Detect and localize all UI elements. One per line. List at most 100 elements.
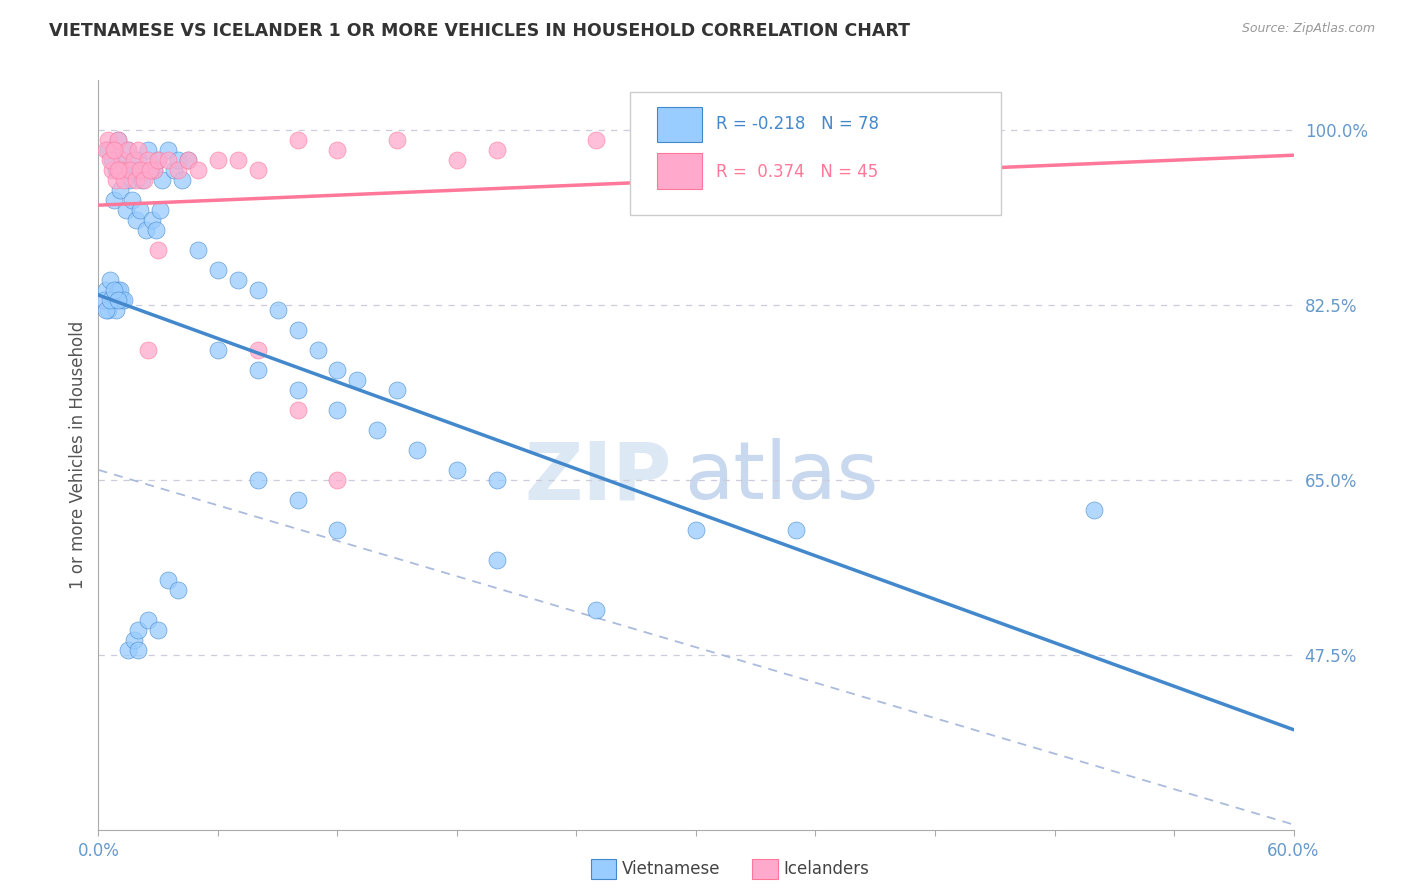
Point xyxy=(287,323,309,337)
Point xyxy=(127,642,149,657)
Point xyxy=(135,223,157,237)
Point xyxy=(246,473,269,487)
Point xyxy=(107,163,129,178)
Point xyxy=(785,133,807,147)
Point xyxy=(150,173,173,187)
Point xyxy=(124,632,146,647)
Point xyxy=(103,193,125,207)
Point xyxy=(136,613,159,627)
Point xyxy=(446,153,468,168)
Point xyxy=(167,582,190,597)
Point xyxy=(117,143,139,157)
Point xyxy=(136,143,159,157)
Point xyxy=(141,213,163,227)
Point xyxy=(485,473,508,487)
Point xyxy=(124,153,146,168)
Point xyxy=(96,143,118,157)
Point xyxy=(105,163,128,178)
Point xyxy=(207,153,229,168)
Point xyxy=(103,283,125,297)
Point xyxy=(121,193,143,207)
Point xyxy=(101,293,124,307)
Point xyxy=(267,303,290,318)
Point xyxy=(207,343,229,357)
Point xyxy=(187,163,209,178)
Point xyxy=(326,363,349,377)
Text: ZIP: ZIP xyxy=(524,438,672,516)
Text: atlas: atlas xyxy=(685,438,879,516)
Point xyxy=(157,573,180,587)
Point xyxy=(366,423,388,437)
Point xyxy=(127,153,149,168)
Point xyxy=(112,173,135,187)
Point xyxy=(485,143,508,157)
FancyBboxPatch shape xyxy=(630,92,1001,215)
Point xyxy=(226,273,249,287)
Point xyxy=(103,143,125,157)
Text: R =  0.374   N = 45: R = 0.374 N = 45 xyxy=(716,162,879,181)
Point xyxy=(385,133,409,147)
Point xyxy=(110,183,132,197)
Point xyxy=(117,143,139,157)
Y-axis label: 1 or more Vehicles in Household: 1 or more Vehicles in Household xyxy=(69,321,87,589)
Point xyxy=(98,293,122,307)
Point xyxy=(326,143,349,157)
Point xyxy=(685,523,707,537)
Text: R = -0.218   N = 78: R = -0.218 N = 78 xyxy=(716,115,879,133)
Point xyxy=(131,173,153,187)
Point xyxy=(101,163,124,178)
Point xyxy=(120,173,142,187)
Point xyxy=(125,213,148,227)
Point xyxy=(287,133,309,147)
Point xyxy=(246,363,269,377)
Point xyxy=(163,163,186,178)
Point xyxy=(148,153,170,168)
Text: Source: ZipAtlas.com: Source: ZipAtlas.com xyxy=(1241,22,1375,36)
Point xyxy=(167,153,190,168)
Point xyxy=(97,143,120,157)
Point xyxy=(685,143,707,157)
Point xyxy=(131,163,153,178)
Point xyxy=(97,303,120,318)
Point xyxy=(207,263,229,277)
Point xyxy=(96,283,118,297)
Point xyxy=(326,473,349,487)
Point xyxy=(585,133,607,147)
Point xyxy=(585,603,607,617)
Text: Vietnamese: Vietnamese xyxy=(621,860,720,878)
Point xyxy=(107,133,129,147)
Point xyxy=(136,343,159,357)
Point xyxy=(884,143,907,157)
Point xyxy=(112,293,135,307)
Point xyxy=(287,492,309,507)
Point xyxy=(112,163,135,178)
Point xyxy=(326,523,349,537)
Text: Icelanders: Icelanders xyxy=(783,860,869,878)
Point xyxy=(246,343,269,357)
Point xyxy=(1083,503,1105,517)
Point xyxy=(139,163,162,178)
Point xyxy=(246,283,269,297)
Point xyxy=(129,163,152,178)
Point xyxy=(785,523,807,537)
Point xyxy=(148,153,170,168)
Point xyxy=(485,553,508,567)
Point xyxy=(110,283,132,297)
Text: VIETNAMESE VS ICELANDER 1 OR MORE VEHICLES IN HOUSEHOLD CORRELATION CHART: VIETNAMESE VS ICELANDER 1 OR MORE VEHICL… xyxy=(49,22,910,40)
Point xyxy=(124,163,146,178)
Point xyxy=(287,383,309,397)
Point xyxy=(125,173,148,187)
Point xyxy=(143,163,166,178)
Point xyxy=(246,163,269,178)
Point xyxy=(177,153,200,168)
Point xyxy=(117,642,139,657)
Point xyxy=(103,293,125,307)
Point xyxy=(127,623,149,637)
Point xyxy=(105,303,128,318)
Point xyxy=(96,303,118,318)
Point xyxy=(107,283,129,297)
Point xyxy=(103,143,125,157)
Point xyxy=(105,173,128,187)
Point xyxy=(111,153,134,168)
Point xyxy=(136,153,159,168)
